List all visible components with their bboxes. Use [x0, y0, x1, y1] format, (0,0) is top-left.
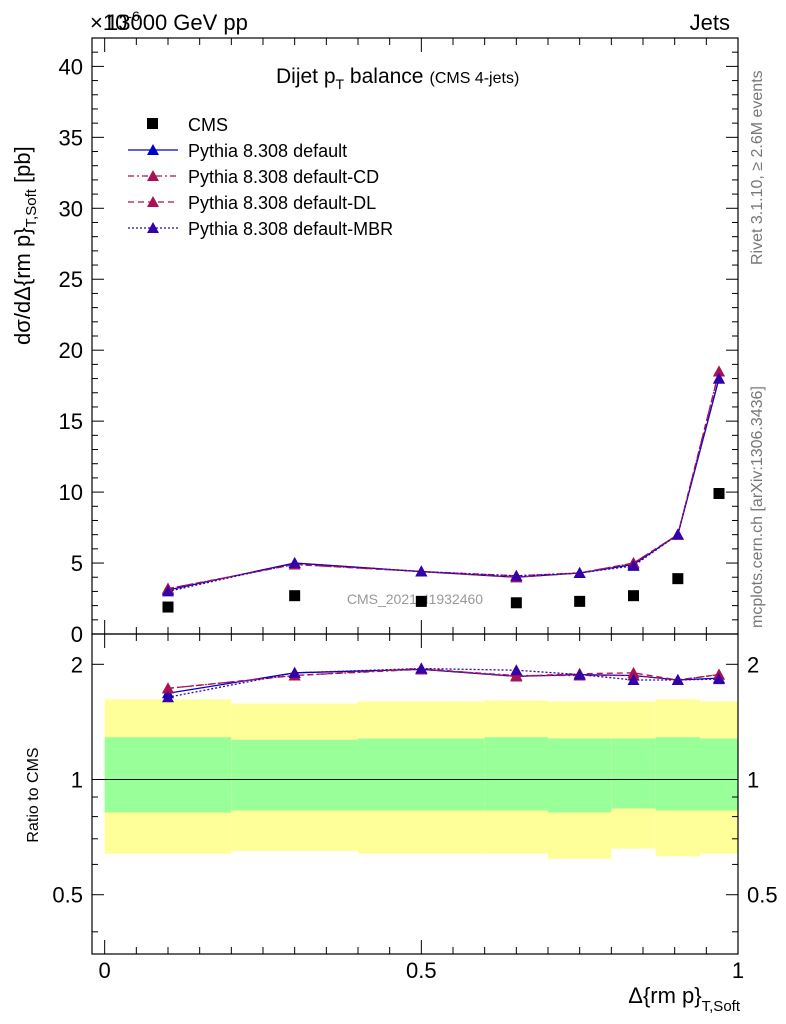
series-marker-ratio — [671, 673, 684, 685]
series-marker-ratio — [162, 691, 174, 703]
series-marker-ratio — [162, 682, 174, 694]
rivet-version-label: Rivet 3.1.10, ≥ 2.6M events — [749, 70, 766, 265]
beam-energy-label: 13000 GeV pp — [106, 10, 248, 35]
ratio-y-axis: 0.5 0.5 1 1 2 2 — [52, 652, 778, 933]
band-1sigma — [700, 738, 738, 811]
band-1sigma — [484, 737, 548, 811]
ratio-series-group — [162, 662, 725, 703]
series-line-main — [167, 378, 720, 591]
series-marker-main — [627, 559, 640, 571]
series-marker-main — [510, 569, 523, 581]
cms-data-point — [510, 597, 522, 609]
series-marker-ratio — [288, 666, 301, 678]
series-marker-main — [671, 528, 684, 540]
cms-data-point — [672, 573, 684, 585]
ratio-y-axis-title: Ratio to CMS — [25, 747, 42, 842]
series-line-main — [167, 378, 720, 593]
y-tick-label: 5 — [71, 551, 83, 576]
series-marker-main — [713, 372, 725, 384]
series-marker-ratio — [510, 670, 523, 682]
series-marker-ratio — [627, 666, 640, 678]
legend-label: Pythia 8.308 default — [188, 141, 347, 161]
mcplots-label: mcplots.cern.ch [arXiv:1306.3436] — [749, 386, 766, 628]
series-line-main — [167, 371, 720, 590]
y-tick-label: 30 — [59, 196, 83, 221]
y-tick-label: 15 — [59, 409, 83, 434]
ratio-tick-label-right: 1 — [747, 768, 759, 793]
band-1sigma — [358, 738, 485, 811]
legend-marker-cms — [147, 118, 158, 129]
series-line-ratio — [167, 667, 720, 690]
x-tick-label: 1 — [732, 958, 744, 983]
plot-title: Dijet pT balance (CMS 4-jets) — [276, 65, 519, 92]
ratio-panel-frame — [91, 633, 739, 955]
legend-marker — [147, 196, 159, 207]
legend-marker — [147, 144, 159, 155]
process-label: Jets — [690, 10, 730, 35]
series-marker-main — [573, 566, 586, 578]
y-tick-label: 35 — [59, 125, 83, 150]
y-tick-label: 10 — [59, 480, 83, 505]
x-axis: 0 0.5 1 — [99, 38, 744, 983]
ratio-tick-label-right: 2 — [747, 652, 759, 677]
series-marker-ratio — [713, 673, 725, 685]
cms-data-point — [628, 590, 639, 602]
x-axis-title: Δ{rm p}T,Soft — [628, 983, 741, 1015]
exponent-label: ×10-6 — [90, 8, 140, 35]
legend-marker — [147, 222, 159, 233]
series-marker-ratio — [573, 668, 586, 680]
series-line-main — [167, 371, 720, 590]
cms-data-point — [162, 601, 174, 613]
ratio-tick-label-left: 1 — [71, 768, 83, 793]
main-y-axis: 0 5 10 15 20 25 30 35 40 — [59, 51, 738, 647]
legend-label: Pythia 8.308 default-MBR — [188, 219, 393, 239]
cms-data-point — [415, 595, 427, 607]
ratio-tick-label-left: 0.5 — [52, 883, 83, 908]
legend: CMS Pythia 8.308 default Pythia 8.308 defa… — [128, 115, 393, 239]
main-series-group — [162, 365, 725, 613]
legend-marker — [147, 170, 159, 181]
x-tick-label: 0.5 — [406, 958, 437, 983]
y-tick-label: 20 — [59, 338, 83, 363]
legend-label: Pythia 8.308 default-DL — [188, 193, 376, 213]
band-1sigma — [104, 737, 232, 813]
series-marker-main — [713, 365, 725, 377]
band-1sigma — [611, 738, 656, 809]
series-marker-main — [415, 565, 428, 577]
y-tick-label: 0 — [71, 622, 83, 647]
main-y-axis-title: dσ/dΔ{rm p}T,Soft [pb] — [10, 146, 40, 345]
legend-label: Pythia 8.308 default-CD — [188, 167, 379, 187]
series-marker-main — [288, 557, 301, 569]
analysis-watermark: CMS_2021_I1932460 — [347, 591, 483, 607]
cms-data-point — [574, 595, 586, 607]
band-1sigma — [655, 737, 700, 811]
series-marker-ratio — [415, 662, 428, 674]
ratio-tick-label-left: 2 — [71, 652, 83, 677]
cms-data-point — [713, 488, 725, 500]
band-1sigma — [548, 738, 612, 813]
y-tick-label: 25 — [59, 267, 83, 292]
ratio-uncertainty-bands — [92, 699, 738, 859]
series-marker-ratio — [627, 673, 640, 685]
legend-label: CMS — [188, 115, 228, 135]
y-tick-label: 40 — [59, 54, 83, 79]
cms-data-point — [289, 590, 301, 602]
band-1sigma — [231, 739, 358, 811]
series-marker-main — [162, 585, 174, 597]
ratio-tick-label-right: 0.5 — [747, 883, 778, 908]
series-marker-ratio — [510, 664, 523, 676]
x-tick-label: 0 — [99, 958, 111, 983]
series-line-ratio — [167, 667, 720, 698]
